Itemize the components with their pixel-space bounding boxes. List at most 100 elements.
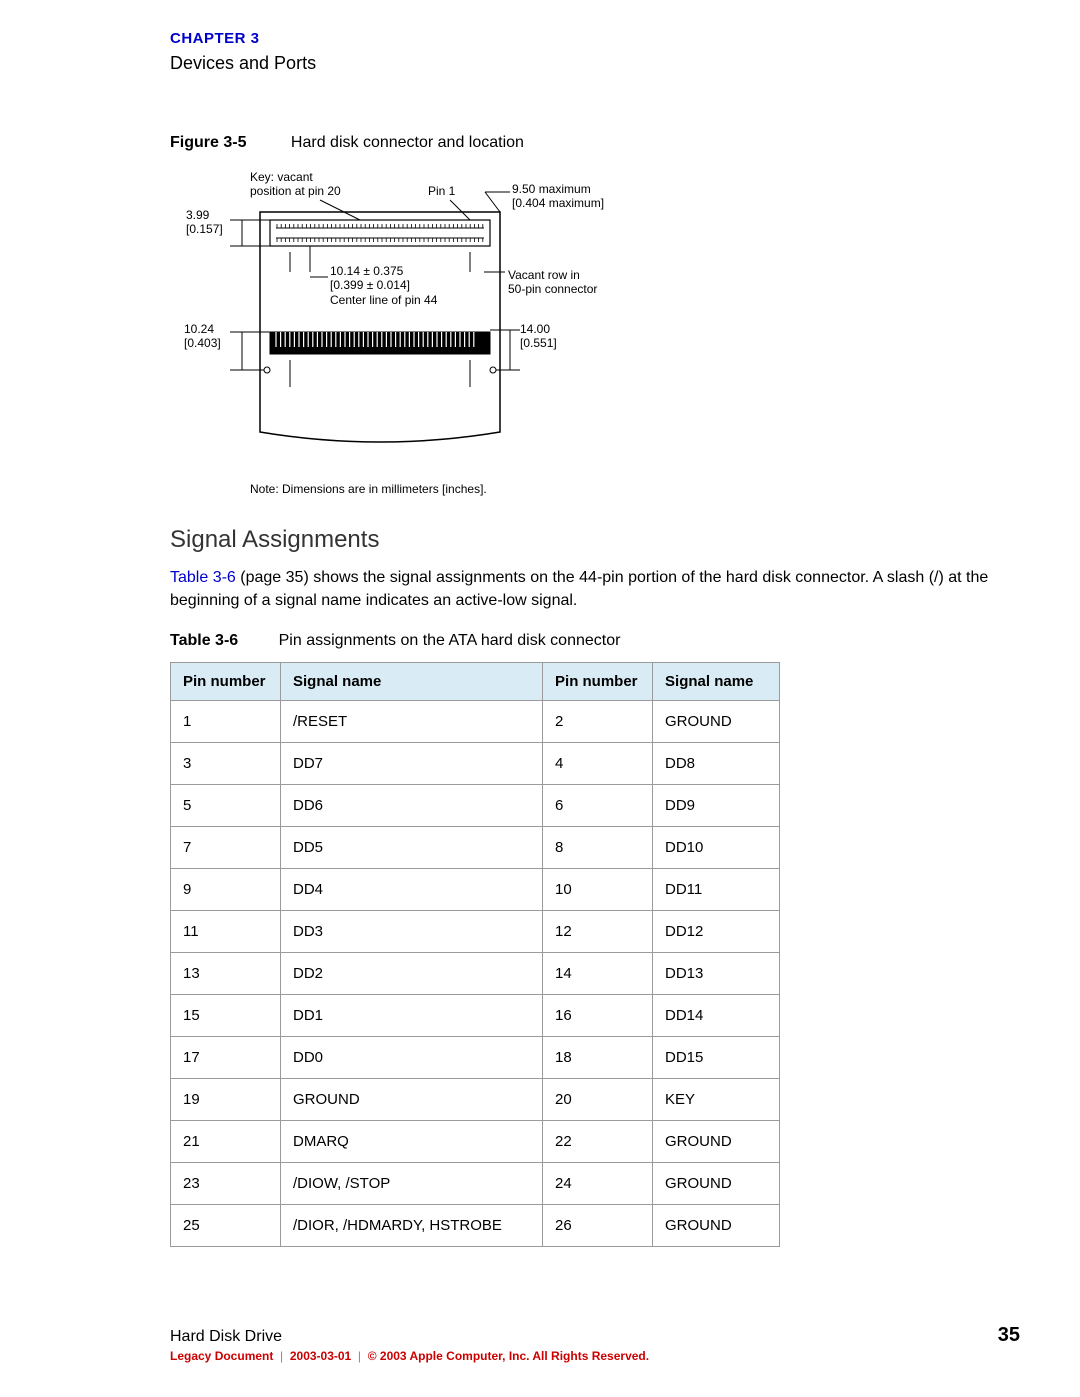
table-row: 13DD214DD13 <box>171 953 780 995</box>
pin-number-cell: 7 <box>171 827 281 869</box>
figure-caption: Hard disk connector and location <box>291 134 524 151</box>
signal-name-cell: GROUND <box>653 1205 780 1247</box>
pin-number-cell: 18 <box>543 1037 653 1079</box>
figure-label: Figure 3-5 <box>170 134 246 151</box>
figure-diagram: Key: vacantposition at pin 20 Pin 1 9.50… <box>170 172 690 462</box>
diagram-label-key-vacant: Key: vacantposition at pin 20 <box>250 170 341 199</box>
pin-number-cell: 19 <box>171 1079 281 1121</box>
col-header-signal-1: Signal name <box>281 663 543 701</box>
table-row: 3DD74DD8 <box>171 743 780 785</box>
signal-name-cell: /RESET <box>281 701 543 743</box>
body-text: (page 35) shows the signal assignments o… <box>170 569 988 609</box>
pin-number-cell: 3 <box>171 743 281 785</box>
pin-number-cell: 4 <box>543 743 653 785</box>
table-row: 1/RESET2GROUND <box>171 701 780 743</box>
diagram-label-max: 9.50 maximum[0.404 maximum] <box>512 182 604 211</box>
table-header-row: Pin number Signal name Pin number Signal… <box>171 663 780 701</box>
table-row: 19GROUND20KEY <box>171 1079 780 1121</box>
footer-copyright: © 2003 Apple Computer, Inc. All Rights R… <box>368 1349 649 1363</box>
col-header-pin-2: Pin number <box>543 663 653 701</box>
table-row: 9DD410DD11 <box>171 869 780 911</box>
pin-number-cell: 2 <box>543 701 653 743</box>
pin-number-cell: 14 <box>543 953 653 995</box>
signal-name-cell: DD0 <box>281 1037 543 1079</box>
pin-number-cell: 25 <box>171 1205 281 1247</box>
section-title: Devices and Ports <box>170 53 1020 74</box>
signal-name-cell: GROUND <box>653 701 780 743</box>
table-row: 5DD66DD9 <box>171 785 780 827</box>
pin-number-cell: 15 <box>171 995 281 1037</box>
signal-name-cell: DD6 <box>281 785 543 827</box>
footer-legacy: Legacy Document <box>170 1349 273 1363</box>
signal-name-cell: DD8 <box>653 743 780 785</box>
table-row: 11DD312DD12 <box>171 911 780 953</box>
pin-number-cell: 22 <box>543 1121 653 1163</box>
table-row: 17DD018DD15 <box>171 1037 780 1079</box>
section-heading: Signal Assignments <box>170 526 1020 554</box>
pin-number-cell: 10 <box>543 869 653 911</box>
signal-name-cell: GROUND <box>281 1079 543 1121</box>
pin-number-cell: 5 <box>171 785 281 827</box>
pin-number-cell: 8 <box>543 827 653 869</box>
pin-number-cell: 12 <box>543 911 653 953</box>
pin-number-cell: 26 <box>543 1205 653 1247</box>
figure-note: Note: Dimensions are in millimeters [inc… <box>250 482 1020 496</box>
table-row: 23/DIOW, /STOP24GROUND <box>171 1163 780 1205</box>
signal-name-cell: GROUND <box>653 1163 780 1205</box>
signal-name-cell: /DIOR, /HDMARDY, HSTROBE <box>281 1205 543 1247</box>
signal-name-cell: DD7 <box>281 743 543 785</box>
col-header-pin-1: Pin number <box>171 663 281 701</box>
signal-name-cell: KEY <box>653 1079 780 1121</box>
signal-name-cell: DD14 <box>653 995 780 1037</box>
signal-name-cell: DD2 <box>281 953 543 995</box>
pin-number-cell: 21 <box>171 1121 281 1163</box>
pin-number-cell: 16 <box>543 995 653 1037</box>
pin-assignments-table: Pin number Signal name Pin number Signal… <box>170 662 780 1247</box>
figure-caption-line: Figure 3-5 Hard disk connector and locat… <box>170 134 1020 152</box>
table-row: 21DMARQ22GROUND <box>171 1121 780 1163</box>
footer-date: 2003-03-01 <box>290 1349 351 1363</box>
diagram-label-1400: 14.00[0.551] <box>520 322 557 351</box>
signal-name-cell: DD13 <box>653 953 780 995</box>
table-row: 7DD58DD10 <box>171 827 780 869</box>
diagram-label-399: 3.99[0.157] <box>186 208 223 237</box>
signal-name-cell: DD15 <box>653 1037 780 1079</box>
signal-name-cell: DD3 <box>281 911 543 953</box>
signal-name-cell: DD1 <box>281 995 543 1037</box>
table-row: 15DD116DD14 <box>171 995 780 1037</box>
table-row: 25/DIOR, /HDMARDY, HSTROBE26GROUND <box>171 1205 780 1247</box>
diagram-label-1024: 10.24[0.403] <box>184 322 221 351</box>
signal-name-cell: DD5 <box>281 827 543 869</box>
diagram-label-vacant-row: Vacant row in50-pin connector <box>508 268 597 297</box>
body-paragraph: Table 3-6 (page 35) shows the signal ass… <box>170 566 1020 612</box>
signal-name-cell: DD12 <box>653 911 780 953</box>
table-reference-link[interactable]: Table 3-6 <box>170 569 236 586</box>
table-caption-text: Pin assignments on the ATA hard disk con… <box>279 632 621 649</box>
pin-number-cell: 1 <box>171 701 281 743</box>
footer-meta: Legacy Document | 2003-03-01 | © 2003 Ap… <box>170 1349 1020 1363</box>
signal-name-cell: DD11 <box>653 869 780 911</box>
pin-number-cell: 17 <box>171 1037 281 1079</box>
table-label: Table 3-6 <box>170 632 238 649</box>
signal-name-cell: DMARQ <box>281 1121 543 1163</box>
page-number: 35 <box>998 1324 1020 1347</box>
signal-name-cell: DD4 <box>281 869 543 911</box>
pin-number-cell: 20 <box>543 1079 653 1121</box>
diagram-label-center: 10.14 ± 0.375[0.399 ± 0.014]Center line … <box>330 264 437 307</box>
signal-name-cell: /DIOW, /STOP <box>281 1163 543 1205</box>
pin-number-cell: 23 <box>171 1163 281 1205</box>
diagram-label-pin1: Pin 1 <box>428 184 455 198</box>
signal-name-cell: DD9 <box>653 785 780 827</box>
table-caption-line: Table 3-6 Pin assignments on the ATA har… <box>170 632 1020 650</box>
page-footer: Hard Disk Drive 35 Legacy Document | 200… <box>170 1324 1020 1363</box>
pin-number-cell: 24 <box>543 1163 653 1205</box>
signal-name-cell: DD10 <box>653 827 780 869</box>
footer-title: Hard Disk Drive <box>170 1328 282 1346</box>
pin-number-cell: 13 <box>171 953 281 995</box>
chapter-label: CHAPTER 3 <box>170 30 1020 47</box>
col-header-signal-2: Signal name <box>653 663 780 701</box>
pin-number-cell: 11 <box>171 911 281 953</box>
pin-number-cell: 6 <box>543 785 653 827</box>
pin-number-cell: 9 <box>171 869 281 911</box>
signal-name-cell: GROUND <box>653 1121 780 1163</box>
